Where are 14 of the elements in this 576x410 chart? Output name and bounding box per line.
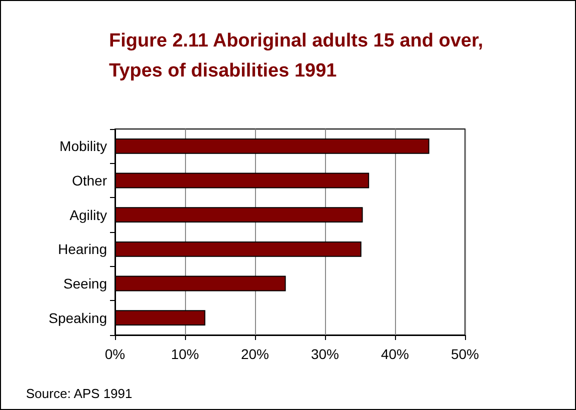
x-tick-label: 0% <box>104 346 126 362</box>
y-tick-label: Agility <box>70 206 107 223</box>
y-tick-label: Seeing <box>63 276 107 292</box>
chart-title: Figure 2.11 Aboriginal adults 15 and over, Types of disabilities 1991 <box>109 30 488 82</box>
x-tick-label: 50% <box>450 346 480 362</box>
source-note: Source: APS 1991 <box>26 386 132 401</box>
x-tick-label: 10% <box>170 346 200 362</box>
y-tick-label: Speaking <box>48 310 107 326</box>
x-tick-label: 20% <box>240 346 270 362</box>
y-tick-label: Mobility <box>60 138 107 154</box>
y-tick-label: Hearing <box>58 241 107 258</box>
x-tick-label: 40% <box>380 346 410 362</box>
x-tick-label: 30% <box>310 346 340 362</box>
y-tick-label: Other <box>72 172 108 188</box>
